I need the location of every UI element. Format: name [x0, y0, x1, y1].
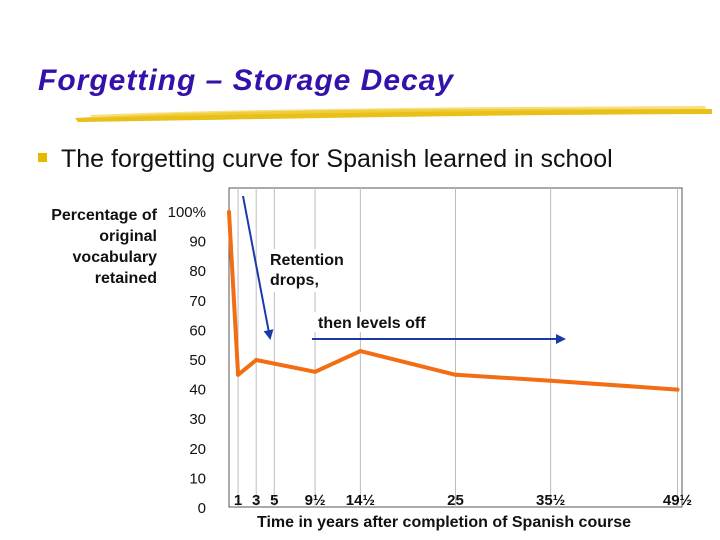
y-axis-label: Percentage of original vocabulary retain… [51, 205, 157, 289]
retention-drops-label: Retention [270, 252, 344, 269]
retention-drops-label: drops, [270, 272, 319, 289]
x-axis-title: Time in years after completion of Spanis… [257, 514, 631, 531]
y-axis-label-line-2: original [99, 228, 157, 245]
bullet-text: The forgetting curve for Spanish learned… [61, 145, 613, 173]
curve-point [548, 378, 553, 383]
bullet-square-icon [38, 152, 47, 162]
levels-off-label: then levels off [318, 315, 426, 332]
curve-point [254, 358, 259, 362]
y-tick-label: 50 [189, 352, 206, 369]
y-tick-label: 90 [189, 234, 206, 251]
x-tick-label: 9½ [305, 492, 326, 509]
y-axis-label-line-3: vocabulary [72, 249, 157, 266]
curve-point [313, 369, 318, 374]
y-tick-label: 0 [198, 500, 206, 517]
y-tick-label: 70 [189, 293, 206, 310]
curve-point [453, 372, 458, 377]
y-tick-label: 20 [189, 441, 206, 458]
y-axis-label-line-1: Percentage of [51, 207, 157, 224]
levels-off-label-bg [314, 312, 439, 332]
x-tick-label: 49½ [663, 492, 692, 509]
forgetting-curve-line [227, 210, 680, 392]
curve-point [358, 349, 363, 354]
title-underline-brushstroke [75, 106, 712, 122]
y-axis-label-line-4: retained [94, 270, 157, 287]
curve-point [675, 387, 680, 392]
x-tick-label: 3 [252, 492, 260, 509]
curve-point [236, 372, 241, 377]
y-tick-label: 40 [189, 382, 206, 399]
slide-title: Forgetting – Storage Decay [38, 64, 455, 97]
x-tick-label: 14½ [346, 492, 375, 509]
y-tick-label: 30 [189, 411, 206, 428]
bullet-point: The forgetting curve for Spanish learned… [38, 145, 613, 174]
curve-point [227, 210, 231, 214]
y-tick-label: 100% [168, 204, 206, 221]
x-tick-label: 35½ [536, 492, 565, 509]
x-tick-label: 5 [270, 492, 278, 509]
retention-drops-label-bg [266, 249, 356, 292]
x-tick-label: 25 [447, 492, 464, 509]
y-tick-label: 10 [189, 470, 206, 487]
retention-drops-arrow [242, 195, 274, 340]
y-tick-label: 60 [189, 322, 206, 339]
y-tick-label: 80 [189, 263, 206, 280]
x-tick-label: 1 [234, 492, 242, 509]
